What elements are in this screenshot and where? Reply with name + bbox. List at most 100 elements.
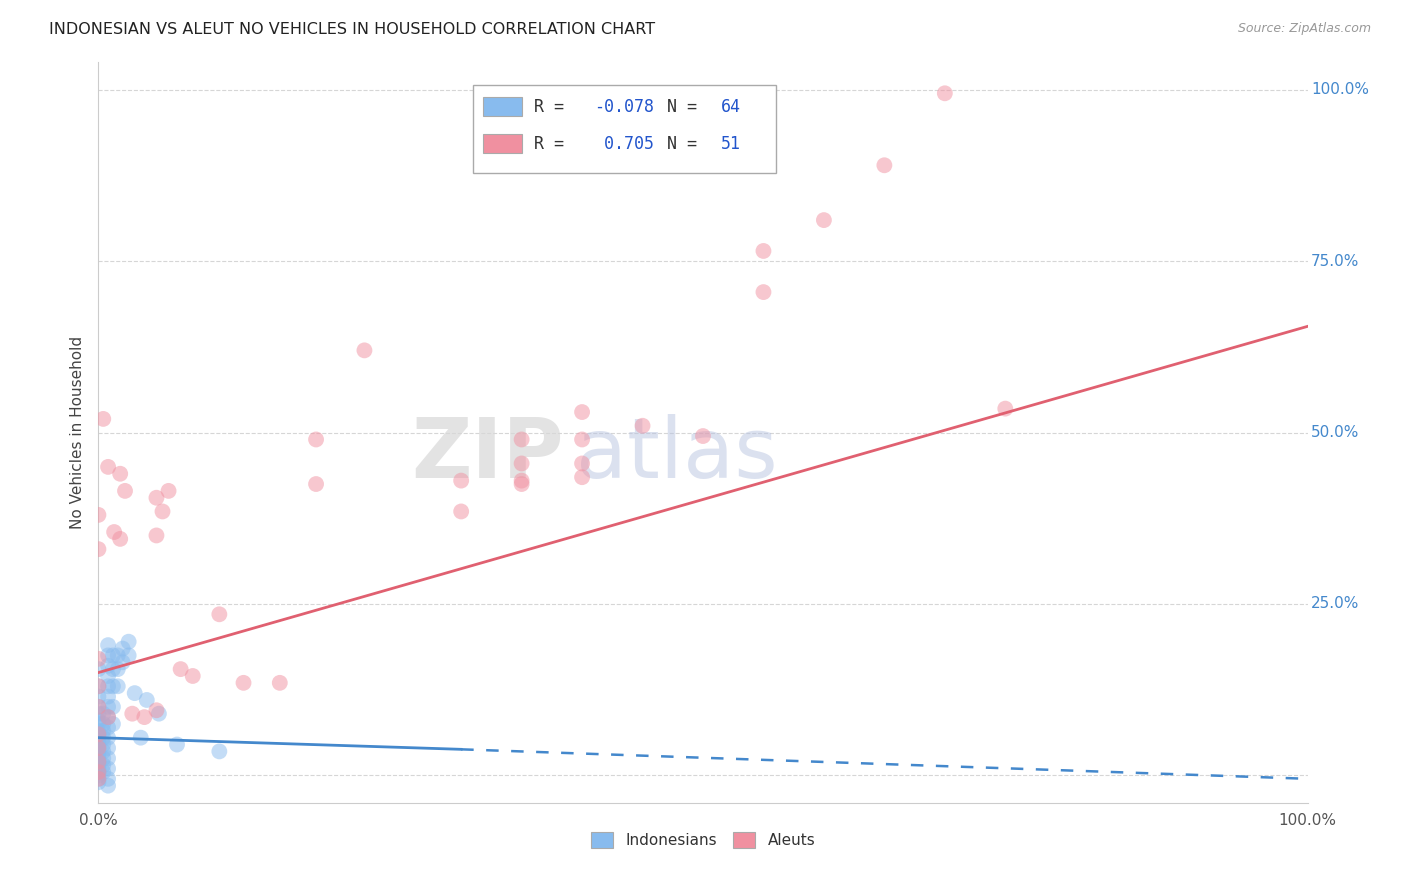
Point (87, 717, 110, 731)
Point (87, 723, 110, 738)
Point (87, 652, 110, 666)
Point (111, 641, 134, 656)
Point (97, 648, 120, 663)
Point (135, 693, 157, 707)
Text: -0.078: -0.078 (595, 98, 654, 116)
Point (87, 775, 110, 789)
Point (111, 655, 134, 669)
Point (97, 710, 120, 724)
Point (873, 158, 896, 172)
Point (97, 779, 120, 793)
Y-axis label: No Vehicles in Household: No Vehicles in Household (70, 336, 86, 529)
Point (101, 717, 124, 731)
Point (571, 405, 593, 419)
Point (87, 741, 110, 756)
Point (87, 755, 110, 769)
Point (101, 648, 124, 663)
Point (450, 504, 472, 518)
Point (87, 699, 110, 714)
Point (118, 634, 141, 648)
Point (305, 433, 328, 447)
Point (631, 418, 654, 433)
Point (87, 727, 110, 741)
Text: Source: ZipAtlas.com: Source: ZipAtlas.com (1237, 22, 1371, 36)
Point (87, 747, 110, 762)
Point (107, 648, 129, 663)
Point (305, 477, 328, 491)
Point (87, 768, 110, 782)
Point (114, 483, 136, 498)
Point (145, 491, 167, 505)
Point (87, 542, 110, 557)
Point (353, 343, 375, 358)
Point (510, 433, 533, 447)
Point (87, 764, 110, 779)
Point (91, 717, 114, 731)
Point (752, 244, 775, 258)
Text: N =: N = (666, 135, 697, 153)
Point (87, 699, 110, 714)
Text: R =: R = (534, 98, 564, 116)
Point (87, 755, 110, 769)
Point (87, 690, 110, 704)
Point (108, 467, 131, 481)
Point (107, 662, 129, 676)
Point (121, 706, 143, 721)
Text: 64: 64 (721, 98, 741, 116)
Point (166, 738, 188, 752)
Point (101, 699, 124, 714)
Point (87, 662, 110, 676)
Point (510, 457, 533, 471)
Point (692, 429, 714, 443)
Point (97, 638, 120, 652)
Legend: Indonesians, Aleuts: Indonesians, Aleuts (585, 826, 821, 855)
Point (97, 669, 120, 683)
Point (124, 686, 146, 700)
Point (129, 731, 152, 745)
Point (97, 699, 120, 714)
Point (97, 459, 120, 474)
Point (87, 679, 110, 693)
Point (108, 532, 131, 546)
Point (571, 457, 593, 471)
Point (87, 744, 110, 758)
Text: atlas: atlas (576, 414, 778, 495)
Point (97, 772, 120, 786)
Point (91, 412, 114, 426)
Point (145, 528, 167, 542)
Point (97, 710, 120, 724)
Point (208, 607, 231, 622)
Point (152, 504, 174, 518)
Point (87, 751, 110, 765)
Point (87, 679, 110, 693)
Point (97, 658, 120, 673)
Text: INDONESIAN VS ALEUT NO VEHICLES IN HOUSEHOLD CORRELATION CHART: INDONESIAN VS ALEUT NO VEHICLES IN HOUSE… (49, 22, 655, 37)
Point (87, 741, 110, 756)
Point (91, 744, 114, 758)
Text: N =: N = (666, 98, 697, 116)
Point (87, 758, 110, 772)
Text: 75.0%: 75.0% (1312, 253, 1360, 268)
Point (91, 706, 114, 721)
Point (994, 401, 1017, 416)
Point (134, 710, 156, 724)
Point (510, 477, 533, 491)
Text: 0.705: 0.705 (595, 135, 654, 153)
Point (87, 762, 110, 776)
Point (107, 679, 129, 693)
Point (97, 762, 120, 776)
Text: ZIP: ZIP (412, 414, 564, 495)
Point (145, 703, 167, 717)
Point (87, 764, 110, 779)
Point (91, 723, 114, 738)
Point (101, 679, 124, 693)
Point (87, 734, 110, 748)
Point (91, 751, 114, 765)
Point (232, 676, 254, 690)
Point (87, 772, 110, 786)
Point (510, 474, 533, 488)
Point (269, 676, 291, 690)
Point (118, 648, 141, 663)
Point (934, 87, 956, 101)
Point (148, 706, 170, 721)
